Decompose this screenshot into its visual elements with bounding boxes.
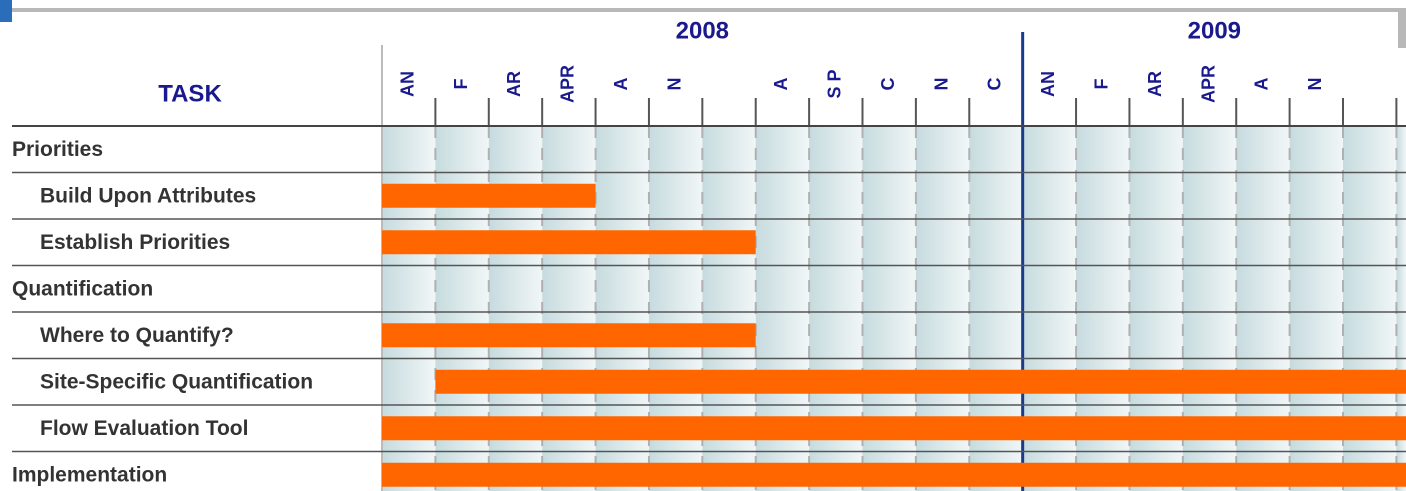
- month-label: A: [611, 78, 631, 91]
- month-label: AN: [1038, 71, 1058, 97]
- month-label: AR: [504, 71, 524, 97]
- task-bar: [382, 183, 596, 208]
- month-label: APR: [558, 65, 578, 103]
- column-stripe: [1396, 126, 1406, 491]
- accent: [0, 0, 12, 22]
- month-label: C: [878, 78, 898, 91]
- month-label: F: [451, 79, 471, 90]
- month-label: S P: [825, 69, 845, 98]
- month-label: F: [1092, 79, 1112, 90]
- right-border: [1398, 8, 1406, 48]
- task-name: Priorities: [12, 138, 103, 161]
- task-name: Flow Evaluation Tool: [40, 417, 248, 440]
- top-border: [12, 8, 1406, 12]
- task-bar: [382, 230, 756, 255]
- task-header: TASK: [158, 80, 222, 107]
- year-label: 2008: [676, 17, 729, 44]
- month-label: AR: [1145, 71, 1165, 97]
- year-label: 2009: [1188, 17, 1241, 44]
- task-name: Implementation: [12, 463, 167, 486]
- task-name: Establish Priorities: [40, 231, 230, 254]
- month-label: C: [985, 78, 1005, 91]
- month-label: AN: [397, 71, 417, 97]
- task-bar: [382, 416, 1406, 441]
- task-bar: [382, 323, 756, 348]
- month-label: A: [1252, 78, 1272, 91]
- left-space: [0, 8, 12, 491]
- month-label: N: [931, 78, 951, 91]
- month-label: N: [1305, 78, 1325, 91]
- task-bar: [382, 462, 1406, 487]
- month-label: APR: [1198, 65, 1218, 103]
- month-label: N: [664, 78, 684, 91]
- month-label: A: [771, 78, 791, 91]
- task-bar: [435, 369, 1406, 394]
- task-name: Site-Specific Quantification: [40, 370, 313, 393]
- task-name: Quantification: [12, 277, 153, 300]
- task-name: Build Upon Attributes: [40, 184, 256, 207]
- task-name: Where to Quantify?: [40, 324, 234, 347]
